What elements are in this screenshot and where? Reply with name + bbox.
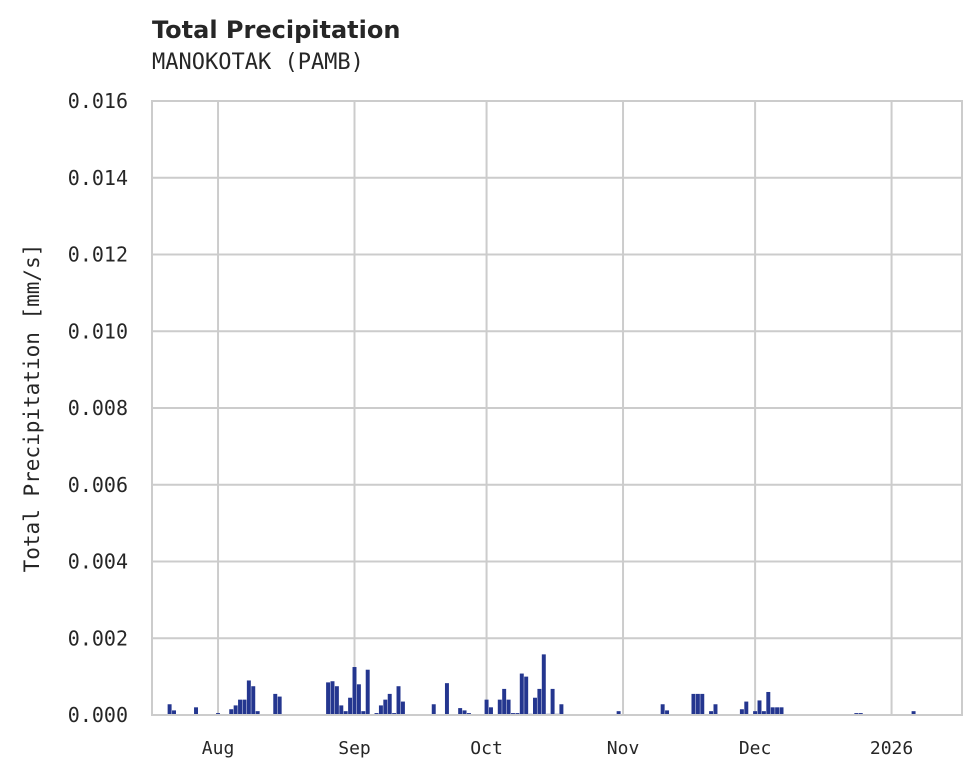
- x-tick-label: Dec: [739, 738, 772, 759]
- precip-bar: [255, 711, 260, 715]
- precip-bar: [348, 697, 353, 715]
- precip-bar: [744, 701, 749, 715]
- precip-bar: [691, 693, 696, 715]
- y-tick-label: 0.000: [68, 703, 128, 727]
- precip-bar: [356, 684, 361, 715]
- chart-title: Total Precipitation: [152, 16, 401, 44]
- y-tick-label: 0.004: [68, 550, 128, 574]
- precip-bar: [462, 710, 467, 715]
- gridlines: [152, 100, 962, 716]
- precip-bar: [352, 667, 357, 715]
- precip-bar: [444, 683, 449, 715]
- precip-bar: [334, 686, 339, 715]
- y-tick-label: 0.010: [68, 319, 128, 343]
- precip-bar: [739, 709, 744, 715]
- precip-bar: [911, 711, 916, 715]
- precip-bar: [330, 681, 335, 715]
- precip-bar: [172, 710, 176, 715]
- precip-bar: [761, 711, 766, 715]
- y-tick-label: 0.002: [68, 626, 128, 650]
- precip-bar: [326, 682, 331, 715]
- precip-bar: [713, 704, 718, 715]
- precip-bar: [753, 711, 758, 715]
- x-tick-label: Oct: [470, 738, 503, 759]
- y-axis-ticks: 0.000 0.002 0.004 0.006 0.008 0.010 0.012 0.014…: [68, 89, 128, 727]
- x-tick-label: 2026: [870, 738, 913, 759]
- x-tick-label: Aug: [202, 738, 235, 759]
- precip-bar: [431, 704, 436, 715]
- precip-bar: [378, 705, 383, 715]
- precip-bar: [488, 707, 493, 715]
- chart-subtitle: MANOKOTAK (PAMB): [152, 50, 364, 75]
- precip-bar: [229, 709, 234, 715]
- precip-bar: [251, 686, 256, 715]
- precip-bar: [757, 700, 762, 715]
- precip-bar: [396, 686, 401, 715]
- precip-bar: [387, 693, 392, 715]
- precip-bar: [484, 699, 489, 715]
- precip-bar: [383, 699, 388, 715]
- precip-bar: [779, 707, 784, 715]
- precip-bar: [550, 688, 555, 715]
- precip-bar: [700, 693, 705, 715]
- precip-bar: [537, 688, 542, 715]
- y-tick-label: 0.008: [68, 396, 128, 420]
- precip-bar: [339, 705, 344, 715]
- plot-frame: [151, 100, 963, 716]
- precip-bar: [233, 705, 238, 715]
- precip-bar: [709, 711, 714, 715]
- precip-bar: [277, 696, 282, 715]
- precip-bar: [273, 693, 278, 715]
- precip-bar: [519, 673, 524, 715]
- precip-bar: [695, 693, 700, 715]
- y-tick-label: 0.012: [68, 243, 128, 267]
- precip-bar: [559, 704, 564, 715]
- precip-bar: [365, 669, 370, 715]
- y-tick-label: 0.006: [68, 473, 128, 497]
- precip-bar: [616, 711, 621, 715]
- x-tick-label: Sep: [338, 738, 371, 759]
- precip-bar: [458, 708, 463, 715]
- precip-bar: [167, 704, 172, 715]
- precip-bar: [400, 701, 405, 715]
- precip-bar: [775, 707, 780, 715]
- precip-bar: [766, 691, 771, 715]
- precip-bar: [665, 710, 670, 715]
- precip-bar: [770, 707, 775, 715]
- precip-bar: [497, 699, 502, 715]
- precip-bar: [361, 711, 366, 715]
- precip-bar: [502, 688, 507, 715]
- precip-bar: [246, 680, 251, 715]
- precip-bar: [660, 704, 665, 715]
- y-tick-label: 0.016: [68, 89, 128, 113]
- precip-bar: [242, 699, 247, 715]
- precip-bar: [194, 707, 199, 715]
- precip-bar: [533, 697, 537, 715]
- precip-bar: [541, 654, 546, 715]
- precipitation-bars: [167, 654, 916, 715]
- x-tick-label: Nov: [607, 738, 640, 759]
- precip-bar: [238, 699, 243, 715]
- precip-bar: [343, 711, 348, 715]
- y-tick-label: 0.014: [68, 166, 128, 190]
- precip-bar: [524, 676, 529, 715]
- precip-bar: [506, 699, 511, 715]
- x-axis-ticks: Aug Sep Oct Nov Dec 2026: [202, 738, 913, 759]
